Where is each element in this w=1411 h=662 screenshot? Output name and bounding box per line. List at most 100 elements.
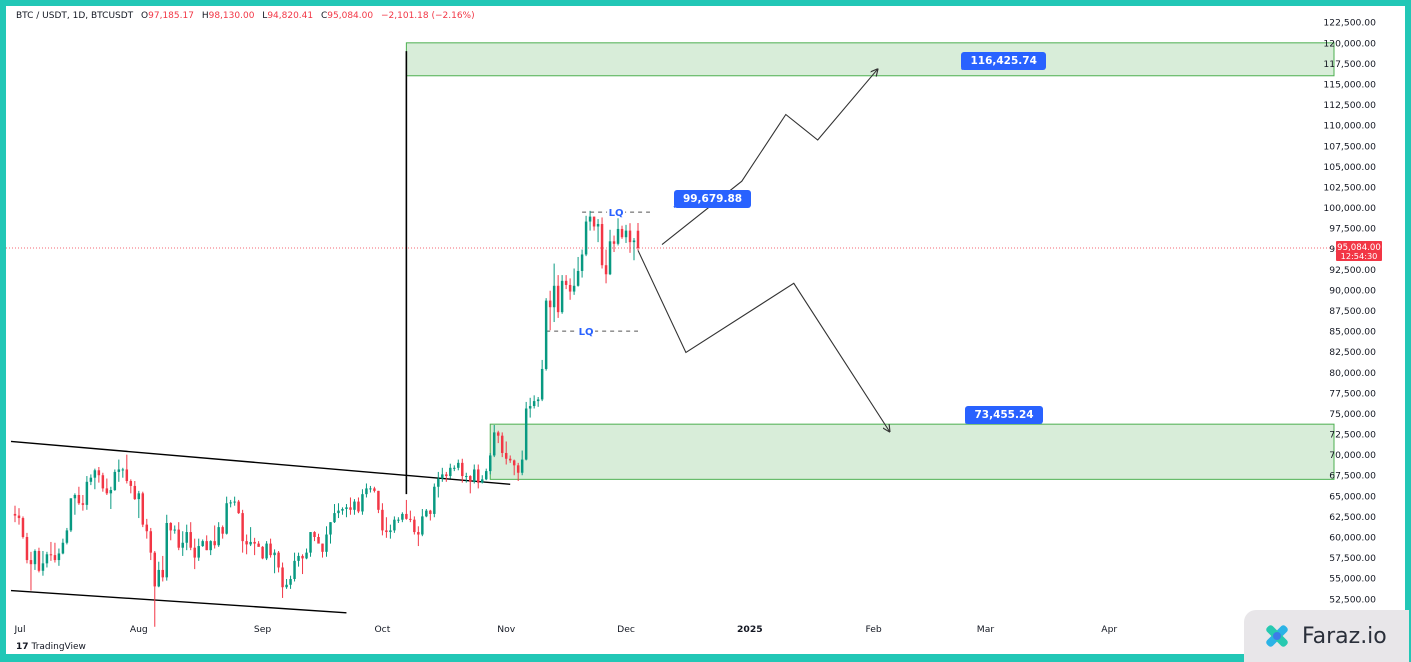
bearish-projection-path[interactable] (638, 250, 890, 431)
candle-body (449, 468, 451, 476)
candle-body (177, 530, 179, 548)
y-tick-label: 110,000.00 (1323, 121, 1376, 132)
liquidity-label-2: LQ (579, 327, 594, 338)
candle-body (561, 281, 563, 312)
candle-body (62, 543, 64, 554)
candle (245, 535, 247, 555)
faraz-logo-icon (1262, 621, 1292, 651)
y-tick-label: 100,000.00 (1323, 203, 1376, 214)
candle (90, 474, 92, 485)
target-price-tag[interactable]: 99,679.88 (674, 190, 751, 208)
candle-body (138, 493, 140, 499)
candle (525, 402, 527, 460)
bullish-projection-path[interactable] (662, 69, 878, 244)
candle (529, 398, 531, 418)
candle (429, 510, 431, 521)
candle (130, 479, 132, 493)
candle (281, 563, 283, 598)
candle-body (329, 522, 331, 534)
candle-body (497, 432, 499, 435)
candle (541, 360, 543, 401)
candle-body (74, 495, 76, 498)
candle (293, 553, 295, 582)
candle-body (405, 514, 407, 519)
candle-body (317, 537, 319, 544)
candle-body (70, 498, 72, 530)
liquidity-label-1: LQ (609, 208, 624, 219)
candle-body (365, 488, 367, 494)
channel-line-2[interactable] (11, 591, 346, 613)
candle (449, 464, 451, 479)
candle (177, 522, 179, 550)
target-price-tag[interactable]: 116,425.74 (961, 52, 1045, 70)
candle-body (82, 503, 84, 505)
y-tick-label: 85,000.00 (1329, 327, 1376, 338)
candle-body (281, 567, 283, 587)
y-tick-label: 82,500.00 (1329, 347, 1376, 358)
candle-body (305, 553, 307, 559)
price-axis[interactable]: 122,500.00120,000.00117,500.00115,000.00… (1323, 18, 1382, 606)
candle-body (245, 541, 247, 544)
candle (261, 546, 263, 559)
candle-body (489, 455, 491, 471)
candle-body (321, 544, 323, 552)
candle (345, 504, 347, 517)
symbol-legend: BTC / USDT, 1D, BTCUSDT O97,185.17 H98,1… (16, 11, 475, 21)
candle (233, 497, 235, 506)
candle (138, 491, 140, 518)
candle (601, 217, 603, 268)
candle-body (94, 470, 96, 477)
open-value: 97,185.17 (148, 11, 194, 21)
x-tick-label: Dec (617, 624, 635, 635)
candle (249, 527, 251, 546)
candle-body (521, 460, 523, 473)
candle (193, 539, 195, 569)
target-price-tag[interactable]: 73,455.24 (965, 406, 1042, 424)
candle (18, 508, 20, 524)
candle-body (102, 475, 104, 488)
high-key: H (202, 11, 209, 21)
x-tick-label: Sep (254, 624, 271, 635)
candle (437, 472, 439, 498)
candle (106, 479, 108, 495)
candle (561, 275, 563, 314)
candle-body (537, 399, 539, 401)
candle-body (409, 519, 411, 520)
candle (477, 465, 479, 489)
low-value: 94,820.41 (267, 11, 313, 21)
candle-body (174, 530, 176, 531)
candle-body (385, 530, 387, 532)
candle (50, 542, 52, 561)
candle-body (90, 478, 92, 482)
candle (269, 539, 271, 558)
symbol-title: BTC / USDT, 1D, BTCUSDT (16, 11, 133, 21)
candle (114, 469, 116, 490)
candle (485, 469, 487, 481)
price-chart[interactable]: LQ LQ 122,500.00120,000.00117,500.00115,0… (6, 6, 1405, 654)
candle (413, 516, 415, 534)
close-value: 95,084.00 (327, 11, 373, 21)
y-tick-label: 77,500.00 (1329, 388, 1376, 399)
candle-body (589, 217, 591, 222)
candle (257, 541, 259, 547)
candle-body (361, 494, 363, 511)
candle-body (14, 514, 16, 516)
y-tick-label: 105,000.00 (1323, 162, 1376, 173)
target-zone-1[interactable] (406, 43, 1334, 76)
channel-line-1[interactable] (11, 441, 510, 484)
candle (389, 525, 391, 539)
candle-body (54, 555, 56, 560)
candle-body (549, 301, 551, 308)
candle-body (373, 488, 375, 490)
candle (162, 556, 164, 582)
candle (553, 264, 555, 322)
candle-body (134, 486, 136, 499)
candle-body (617, 229, 619, 244)
y-tick-label: 122,500.00 (1323, 18, 1376, 29)
candle (569, 278, 571, 299)
candle-body (26, 537, 28, 560)
candle (337, 503, 339, 518)
target-zone-2[interactable] (490, 424, 1334, 479)
